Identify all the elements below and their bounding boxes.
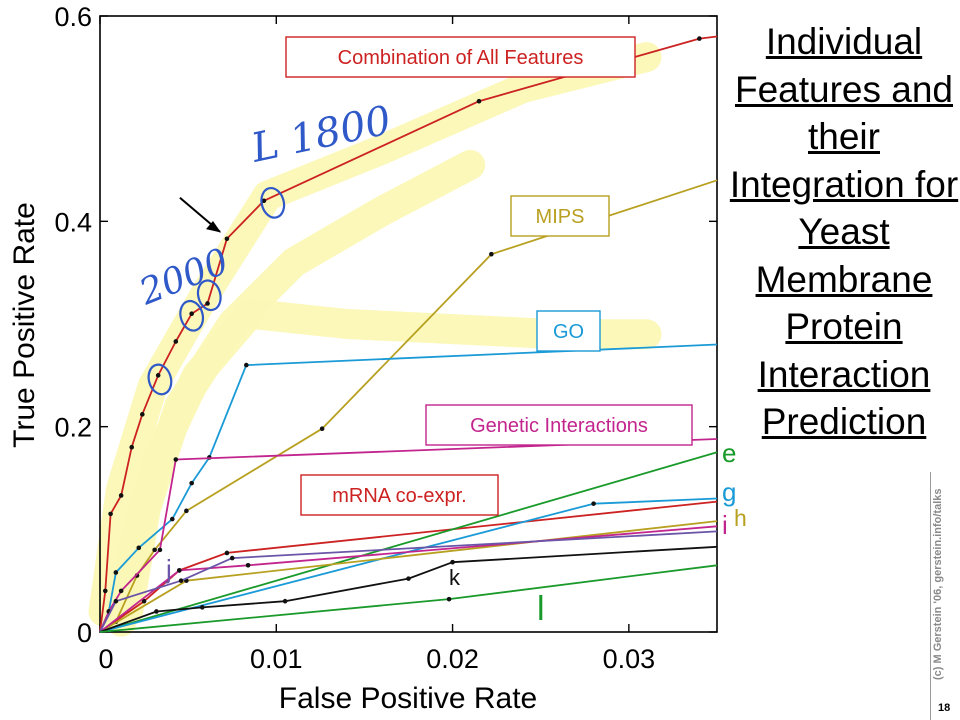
legend-label-mrna-co-expr: mRNA co-expr. [332,485,466,507]
y-tick-label: 0.2 [54,413,92,443]
data-point-i [245,562,251,568]
data-point-k [450,559,455,565]
data-point-go [136,545,142,551]
data-point-combination-of-all-features [118,493,124,498]
series-letter-h: h [734,505,747,531]
data-point-mips [489,251,494,257]
series-letter-k: k [449,565,461,590]
series-letter-l: l [537,590,545,628]
x-tick-label: 0.02 [426,644,479,674]
arrow-head [206,220,222,233]
x-tick-label: 0.03 [603,644,656,674]
data-point-j [178,578,184,583]
data-point-go [169,516,175,522]
series-line-k [99,545,718,633]
axis-ticks: 0 0.01 0.02 0.03 0 0.2 0.4 0.6 [54,2,717,674]
handwritten-circle [260,186,286,219]
data-point-k [282,598,288,604]
data-point-genetic-interactions [118,588,124,594]
series-letter-i: i [722,510,728,540]
slide-number: 18 [938,702,951,714]
data-point-j [229,555,235,561]
y-axis-label: True Positive Rate [8,202,41,448]
data-point-combination-of-all-features [155,373,161,378]
data-point-k [406,576,411,581]
highlight-stroke [106,298,265,637]
series-layer [99,35,718,633]
handwritten-circle [196,279,222,312]
plot-frame [99,15,718,633]
copyright-credit: (c) M Gerstein '06, gerstein.info/talks [932,488,944,680]
y-tick-label: 0.6 [54,2,92,32]
data-point-combination-of-all-features [140,412,145,417]
data-point-genetic-interactions [173,457,179,462]
legend-box-genetic-interactions [425,404,693,446]
x-axis-label: False Positive Rate [279,682,537,715]
legend-box-mrna-co-expr [300,474,499,516]
series-line-e [99,451,718,633]
series-line-i [99,525,718,633]
y-tick-label: 0.4 [54,207,92,237]
y-tick-label: 0 [77,618,92,648]
data-point-combination-of-all-features [108,511,113,517]
legend-box-combination-of-all-features [285,36,636,78]
legend-label-mips: MIPS [536,206,585,228]
handwritten-circle [179,299,205,332]
series-line-genetic-interactions [99,438,718,633]
data-point-mrna-co-expr [141,598,147,604]
data-point-combination-of-all-features [129,444,135,450]
data-point-k [199,605,205,610]
data-point-l [446,596,452,602]
data-point-i [177,568,182,573]
data-point-g [591,501,596,506]
data-point-go [244,362,249,368]
axis-text-layer: False Positive Rate True Positive Rate [8,202,537,715]
series-label-layer: Combination of All Features MIPS GO Genetic… [165,36,747,628]
series-letter-e: e [722,438,736,468]
data-point-combination-of-all-features [189,311,194,317]
data-point-combination-of-all-features [102,588,108,594]
data-point-combination-of-all-features [205,301,210,306]
data-point-mips [152,547,157,553]
legend-box-go [536,310,601,352]
handwritten-circle [147,363,173,396]
series-line-mrna-co-expr [99,500,718,633]
series-letter-g: g [722,477,736,507]
x-tick-label: 0 [98,644,113,674]
x-tick-label: 0.01 [250,644,303,674]
data-point-j [113,598,119,604]
data-point-combination-of-all-features [173,339,179,344]
data-point-go [189,480,194,486]
data-point-combination-of-all-features [697,36,702,41]
data-point-genetic-interactions [157,547,163,553]
series-line-j [99,530,718,633]
legend-box-mips [510,195,610,237]
legend-label-combination-of-all-features: Combination of All Features [338,47,584,69]
legend-label-go: GO [553,321,584,343]
data-point-mips [184,508,189,514]
data-point-mrna-co-expr [224,550,230,556]
data-point-k [154,609,159,614]
data-point-combination-of-all-features [476,98,482,104]
series-line-mips [99,179,718,633]
data-point-combination-of-all-features [261,198,267,204]
legend-label-genetic-interactions: Genetic Interactions [470,415,648,437]
data-point-combination-of-all-features [224,236,230,242]
series-letter-j: j [165,554,172,584]
slide-title: Individual Features and their Integratio… [729,21,959,442]
data-point-mips [319,426,325,432]
credit-divider [930,472,931,720]
data-point-go [113,570,119,575]
